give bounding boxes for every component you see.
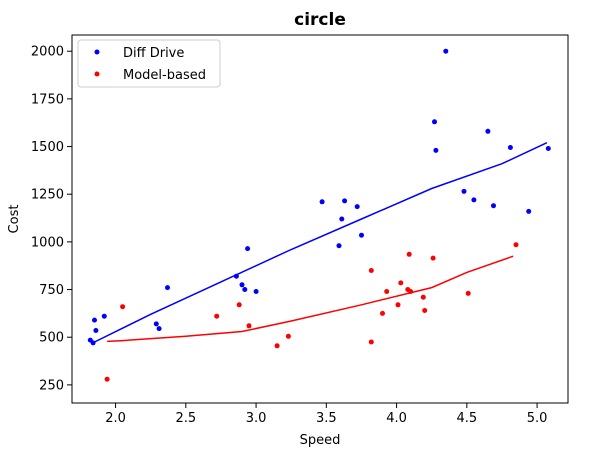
y-axis-ticks: 250 500 750 1000 1250 1500 1750 2000 — [31, 45, 72, 393]
x-tick-label: 5.0 — [527, 411, 548, 426]
fit-line-model-based — [107, 255, 514, 343]
y-tick-label: 750 — [39, 283, 64, 298]
x-axis-ticks: 2.0 2.5 3.0 3.5 4.0 4.5 5.0 — [105, 403, 547, 426]
data-point-diff-drive — [461, 188, 467, 194]
data-point-model-based — [214, 313, 220, 319]
data-point-diff-drive — [545, 146, 551, 151]
data-point-model-based — [406, 251, 412, 257]
data-point-diff-drive — [443, 48, 449, 54]
x-tick-label: 3.5 — [316, 411, 337, 426]
legend-label-diff-drive: Diff Drive — [123, 46, 184, 61]
data-point-model-based — [104, 376, 110, 382]
y-tick-label: 2000 — [31, 45, 64, 60]
data-point-diff-drive — [342, 198, 348, 204]
data-point-model-based — [274, 343, 280, 349]
fit-line-diff-drive — [94, 142, 548, 343]
data-point-diff-drive — [359, 232, 364, 238]
data-point-diff-drive — [507, 145, 513, 150]
x-tick-label: 4.0 — [386, 411, 407, 426]
series-model-based — [104, 242, 519, 382]
y-tick-label: 1000 — [31, 235, 64, 250]
data-point-diff-drive — [245, 246, 251, 252]
data-point-diff-drive — [165, 285, 170, 291]
x-axis-label: Speed — [300, 433, 341, 448]
data-point-diff-drive — [101, 313, 107, 319]
data-point-diff-drive — [233, 273, 239, 279]
data-point-model-based — [398, 280, 404, 286]
data-point-model-based — [422, 308, 428, 313]
x-tick-label: 2.0 — [105, 411, 126, 426]
data-point-diff-drive — [319, 199, 325, 205]
data-point-diff-drive — [471, 197, 477, 203]
data-point-model-based — [384, 289, 390, 294]
data-point-diff-drive — [242, 287, 248, 292]
data-point-model-based — [420, 294, 426, 300]
data-point-diff-drive — [526, 208, 532, 214]
data-point-diff-drive — [336, 243, 342, 249]
x-tick-label: 3.0 — [246, 411, 267, 426]
data-point-diff-drive — [491, 203, 496, 209]
series-layer — [87, 48, 551, 382]
y-tick-label: 1250 — [31, 188, 64, 203]
data-point-diff-drive — [239, 282, 245, 288]
data-point-diff-drive — [485, 128, 491, 134]
plot-area-frame — [71, 34, 569, 404]
y-axis-label: Cost — [7, 205, 22, 234]
data-point-model-based — [380, 310, 385, 316]
legend-box — [77, 39, 221, 88]
data-point-diff-drive — [90, 340, 96, 346]
y-tick-label: 250 — [39, 378, 64, 393]
data-point-model-based — [246, 323, 252, 329]
data-point-diff-drive — [153, 321, 159, 327]
legend-label-model-based: Model-based — [123, 68, 206, 83]
data-point-diff-drive — [253, 289, 259, 294]
series-diff-drive — [87, 48, 551, 346]
data-point-model-based — [408, 289, 414, 294]
y-tick-label: 1500 — [31, 140, 64, 155]
y-tick-label: 500 — [39, 331, 64, 346]
data-point-diff-drive — [93, 328, 99, 333]
data-point-diff-drive — [432, 119, 437, 125]
y-tick-label: 1750 — [31, 92, 64, 107]
x-tick-label: 2.5 — [175, 411, 196, 426]
data-point-diff-drive — [433, 147, 439, 153]
data-point-model-based — [430, 255, 436, 261]
legend-marker-diff-drive — [94, 49, 100, 55]
legend-marker-model-based — [94, 71, 100, 77]
legend: Diff Drive Model-based — [77, 39, 221, 88]
data-point-model-based — [368, 268, 374, 273]
data-point-model-based — [120, 304, 126, 310]
data-point-model-based — [465, 290, 471, 296]
chart-title: circle — [294, 10, 346, 30]
data-point-model-based — [236, 302, 242, 308]
data-point-model-based — [513, 242, 519, 248]
data-point-diff-drive — [156, 326, 162, 332]
data-point-model-based — [395, 302, 401, 308]
data-point-diff-drive — [92, 317, 97, 323]
data-point-model-based — [368, 339, 374, 345]
data-point-model-based — [285, 333, 291, 339]
x-tick-label: 4.5 — [456, 411, 477, 426]
data-point-diff-drive — [339, 216, 345, 222]
data-point-diff-drive — [354, 204, 360, 210]
